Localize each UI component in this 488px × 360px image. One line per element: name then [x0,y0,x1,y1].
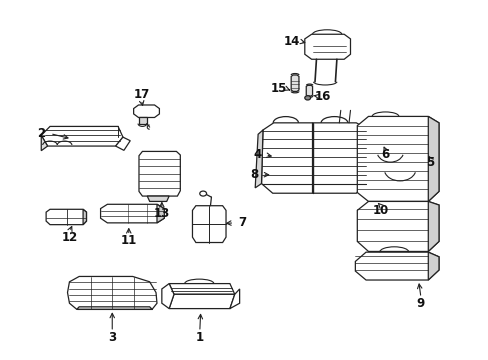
Text: 5: 5 [425,156,433,169]
Polygon shape [312,123,366,193]
Text: 7: 7 [238,216,245,229]
Polygon shape [355,252,438,280]
Text: 8: 8 [249,168,258,181]
Polygon shape [162,284,174,309]
Circle shape [200,191,206,196]
Polygon shape [305,85,312,96]
Text: 12: 12 [61,231,78,244]
Polygon shape [41,126,122,146]
Text: 9: 9 [416,297,424,310]
Polygon shape [304,34,350,59]
Text: 13: 13 [153,207,170,220]
Text: 3: 3 [108,331,116,344]
Circle shape [304,96,310,100]
Text: 1: 1 [195,331,203,344]
Polygon shape [427,116,438,202]
Polygon shape [101,204,164,223]
Text: 6: 6 [381,148,389,161]
Text: 16: 16 [314,90,331,103]
Polygon shape [147,196,169,202]
Polygon shape [427,202,438,251]
Polygon shape [357,202,438,251]
Text: 14: 14 [284,35,300,48]
Polygon shape [67,276,157,309]
Polygon shape [192,206,225,243]
Text: 10: 10 [372,204,388,217]
Polygon shape [77,307,152,309]
Polygon shape [83,209,86,225]
Polygon shape [169,284,234,294]
Text: 11: 11 [121,234,137,247]
Text: 4: 4 [253,148,261,162]
Polygon shape [255,130,263,188]
Polygon shape [116,137,130,150]
Polygon shape [290,75,298,91]
Polygon shape [133,105,159,117]
Polygon shape [261,123,312,193]
Text: 17: 17 [133,89,149,102]
Polygon shape [157,204,164,223]
Polygon shape [46,209,86,225]
Polygon shape [229,289,239,309]
Text: 15: 15 [270,82,286,95]
Polygon shape [169,294,234,309]
Text: 2: 2 [37,127,45,140]
Polygon shape [427,252,438,280]
Polygon shape [138,117,147,123]
Polygon shape [357,116,438,202]
Polygon shape [41,135,47,151]
Polygon shape [139,152,180,196]
